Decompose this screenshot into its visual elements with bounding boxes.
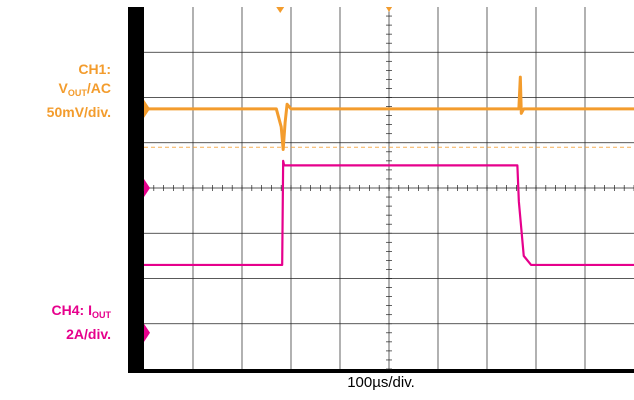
ch4-marker xyxy=(144,323,150,342)
traces xyxy=(144,75,634,267)
timebase-label: 100µs/div. xyxy=(347,374,415,391)
trigger-marker xyxy=(144,178,150,198)
trace-ch4 xyxy=(144,159,634,267)
ch4-scale: 2A/div. xyxy=(66,326,111,342)
ch1-signal: VOUT/AC xyxy=(58,80,111,98)
ch4-label: CH4: IOUT 2A/div. xyxy=(52,301,111,344)
ch1-name: CH1: xyxy=(78,61,111,77)
oscilloscope-screen xyxy=(128,7,634,373)
center-marker xyxy=(386,7,392,12)
graticule xyxy=(143,7,634,370)
ch1-label: CH1: VOUT/AC 50mV/div. xyxy=(47,60,111,122)
ch4-signal: CH4: IOUT xyxy=(51,302,111,320)
ch1-marker xyxy=(144,99,150,118)
channel-markers xyxy=(144,7,392,342)
trace-ch1 xyxy=(144,75,634,152)
ch1-scale: 50mV/div. xyxy=(46,104,111,120)
trigger-position-marker xyxy=(276,7,285,13)
